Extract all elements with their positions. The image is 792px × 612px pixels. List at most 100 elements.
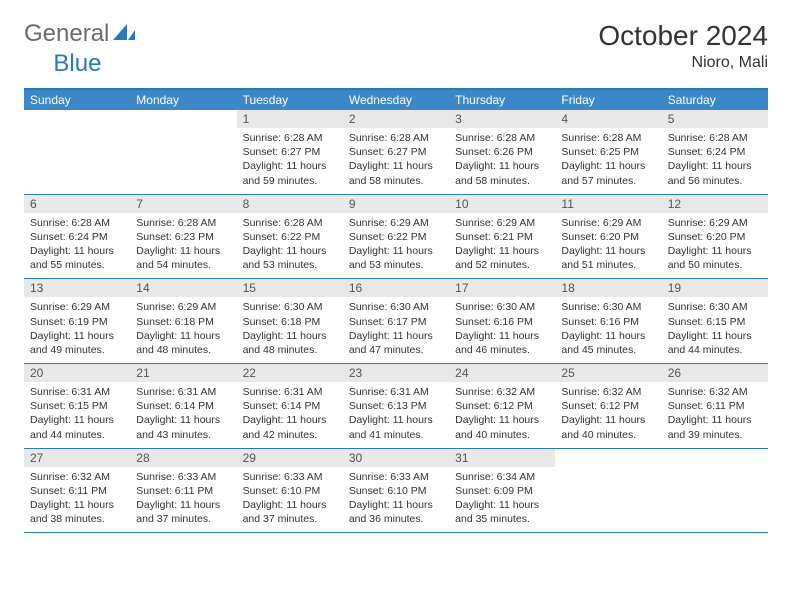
- sunset-text: Sunset: 6:10 PM: [349, 484, 443, 498]
- logo-text-general: General: [24, 20, 109, 48]
- sunrise-text: Sunrise: 6:31 AM: [136, 385, 230, 399]
- day-cell: 21Sunrise: 6:31 AMSunset: 6:14 PMDayligh…: [130, 364, 236, 448]
- day-cell: 2 Sunrise: 6:28 AMSunset: 6:27 PMDaylight…: [343, 110, 449, 194]
- sunrise-text: Sunrise: 6:28 AM: [349, 131, 443, 145]
- daylight-text: Daylight: 11 hours and 40 minutes.: [561, 413, 655, 441]
- dow-friday: Friday: [555, 90, 661, 110]
- day-details: Sunrise: 6:28 AMSunset: 6:22 PMDaylight:…: [237, 213, 343, 279]
- daylight-text: Daylight: 11 hours and 53 minutes.: [349, 244, 443, 272]
- day-details: Sunrise: 6:28 AMSunset: 6:24 PMDaylight:…: [662, 128, 768, 194]
- dow-monday: Monday: [130, 90, 236, 110]
- day-details: Sunrise: 6:30 AMSunset: 6:18 PMDaylight:…: [237, 297, 343, 363]
- day-number: 25: [555, 364, 661, 382]
- day-number: 18: [555, 279, 661, 297]
- day-details: Sunrise: 6:31 AMSunset: 6:15 PMDaylight:…: [24, 382, 130, 448]
- day-cell: 24Sunrise: 6:32 AMSunset: 6:12 PMDayligh…: [449, 364, 555, 448]
- day-number: 7: [130, 195, 236, 213]
- day-details: Sunrise: 6:33 AMSunset: 6:10 PMDaylight:…: [237, 467, 343, 533]
- day-cell: 17Sunrise: 6:30 AMSunset: 6:16 PMDayligh…: [449, 279, 555, 363]
- daylight-text: Daylight: 11 hours and 55 minutes.: [30, 244, 124, 272]
- day-details: Sunrise: 6:29 AMSunset: 6:20 PMDaylight:…: [555, 213, 661, 279]
- daylight-text: Daylight: 11 hours and 57 minutes.: [561, 159, 655, 187]
- day-details: Sunrise: 6:28 AMSunset: 6:27 PMDaylight:…: [237, 128, 343, 194]
- day-cell: 27Sunrise: 6:32 AMSunset: 6:11 PMDayligh…: [24, 449, 130, 533]
- daylight-text: Daylight: 11 hours and 58 minutes.: [349, 159, 443, 187]
- day-number: 5: [662, 110, 768, 128]
- day-cell: 19Sunrise: 6:30 AMSunset: 6:15 PMDayligh…: [662, 279, 768, 363]
- day-details: Sunrise: 6:32 AMSunset: 6:12 PMDaylight:…: [555, 382, 661, 448]
- daylight-text: Daylight: 11 hours and 42 minutes.: [243, 413, 337, 441]
- daylight-text: Daylight: 11 hours and 37 minutes.: [136, 498, 230, 526]
- logo: General: [24, 20, 137, 48]
- sunset-text: Sunset: 6:20 PM: [668, 230, 762, 244]
- day-details: Sunrise: 6:28 AMSunset: 6:26 PMDaylight:…: [449, 128, 555, 194]
- daylight-text: Daylight: 11 hours and 59 minutes.: [243, 159, 337, 187]
- sunset-text: Sunset: 6:24 PM: [668, 145, 762, 159]
- sunset-text: Sunset: 6:16 PM: [561, 315, 655, 329]
- day-details: Sunrise: 6:34 AMSunset: 6:09 PMDaylight:…: [449, 467, 555, 533]
- sunrise-text: Sunrise: 6:31 AM: [243, 385, 337, 399]
- sunrise-text: Sunrise: 6:33 AM: [243, 470, 337, 484]
- day-number: 30: [343, 449, 449, 467]
- sunset-text: Sunset: 6:12 PM: [455, 399, 549, 413]
- daylight-text: Daylight: 11 hours and 48 minutes.: [136, 329, 230, 357]
- day-cell: .: [662, 449, 768, 533]
- daylight-text: Daylight: 11 hours and 44 minutes.: [668, 329, 762, 357]
- day-details: Sunrise: 6:30 AMSunset: 6:16 PMDaylight:…: [449, 297, 555, 363]
- day-cell: 16Sunrise: 6:30 AMSunset: 6:17 PMDayligh…: [343, 279, 449, 363]
- day-details: Sunrise: 6:32 AMSunset: 6:11 PMDaylight:…: [24, 467, 130, 533]
- day-number: 19: [662, 279, 768, 297]
- day-details: Sunrise: 6:31 AMSunset: 6:14 PMDaylight:…: [237, 382, 343, 448]
- sunrise-text: Sunrise: 6:30 AM: [455, 300, 549, 314]
- sunset-text: Sunset: 6:09 PM: [455, 484, 549, 498]
- sunrise-text: Sunrise: 6:28 AM: [243, 216, 337, 230]
- day-cell: 6Sunrise: 6:28 AMSunset: 6:24 PMDaylight…: [24, 195, 130, 279]
- week-row: 6Sunrise: 6:28 AMSunset: 6:24 PMDaylight…: [24, 195, 768, 280]
- day-cell: 14Sunrise: 6:29 AMSunset: 6:18 PMDayligh…: [130, 279, 236, 363]
- month-title: October 2024: [598, 20, 768, 52]
- day-cell: 13Sunrise: 6:29 AMSunset: 6:19 PMDayligh…: [24, 279, 130, 363]
- day-number: 17: [449, 279, 555, 297]
- day-cell: 11Sunrise: 6:29 AMSunset: 6:20 PMDayligh…: [555, 195, 661, 279]
- day-cell: .: [130, 110, 236, 194]
- calendar: Sunday Monday Tuesday Wednesday Thursday…: [24, 90, 768, 533]
- sunrise-text: Sunrise: 6:28 AM: [30, 216, 124, 230]
- sunrise-text: Sunrise: 6:29 AM: [455, 216, 549, 230]
- daylight-text: Daylight: 11 hours and 35 minutes.: [455, 498, 549, 526]
- day-number: 12: [662, 195, 768, 213]
- day-number: 10: [449, 195, 555, 213]
- day-number: 6: [24, 195, 130, 213]
- day-number: 16: [343, 279, 449, 297]
- daylight-text: Daylight: 11 hours and 38 minutes.: [30, 498, 124, 526]
- sunrise-text: Sunrise: 6:28 AM: [561, 131, 655, 145]
- day-details: Sunrise: 6:28 AMSunset: 6:23 PMDaylight:…: [130, 213, 236, 279]
- daylight-text: Daylight: 11 hours and 43 minutes.: [136, 413, 230, 441]
- sunrise-text: Sunrise: 6:31 AM: [30, 385, 124, 399]
- sunset-text: Sunset: 6:12 PM: [561, 399, 655, 413]
- day-number: 15: [237, 279, 343, 297]
- sunset-text: Sunset: 6:27 PM: [349, 145, 443, 159]
- day-number: 2: [343, 110, 449, 128]
- day-number: 1: [237, 110, 343, 128]
- sunrise-text: Sunrise: 6:33 AM: [136, 470, 230, 484]
- day-cell: 9Sunrise: 6:29 AMSunset: 6:22 PMDaylight…: [343, 195, 449, 279]
- day-number: 9: [343, 195, 449, 213]
- sunset-text: Sunset: 6:27 PM: [243, 145, 337, 159]
- day-cell: 15Sunrise: 6:30 AMSunset: 6:18 PMDayligh…: [237, 279, 343, 363]
- day-number: 27: [24, 449, 130, 467]
- week-row: ..1Sunrise: 6:28 AMSunset: 6:27 PMDaylig…: [24, 110, 768, 195]
- day-cell: 28Sunrise: 6:33 AMSunset: 6:11 PMDayligh…: [130, 449, 236, 533]
- day-cell: 31Sunrise: 6:34 AMSunset: 6:09 PMDayligh…: [449, 449, 555, 533]
- daylight-text: Daylight: 11 hours and 51 minutes.: [561, 244, 655, 272]
- sunrise-text: Sunrise: 6:33 AM: [349, 470, 443, 484]
- sunset-text: Sunset: 6:20 PM: [561, 230, 655, 244]
- sunset-text: Sunset: 6:13 PM: [349, 399, 443, 413]
- sunset-text: Sunset: 6:22 PM: [243, 230, 337, 244]
- daylight-text: Daylight: 11 hours and 40 minutes.: [455, 413, 549, 441]
- day-cell: 5Sunrise: 6:28 AMSunset: 6:24 PMDaylight…: [662, 110, 768, 194]
- day-details: Sunrise: 6:33 AMSunset: 6:11 PMDaylight:…: [130, 467, 236, 533]
- day-details: Sunrise: 6:29 AMSunset: 6:21 PMDaylight:…: [449, 213, 555, 279]
- sunset-text: Sunset: 6:11 PM: [136, 484, 230, 498]
- day-details: Sunrise: 6:32 AMSunset: 6:12 PMDaylight:…: [449, 382, 555, 448]
- sunrise-text: Sunrise: 6:29 AM: [136, 300, 230, 314]
